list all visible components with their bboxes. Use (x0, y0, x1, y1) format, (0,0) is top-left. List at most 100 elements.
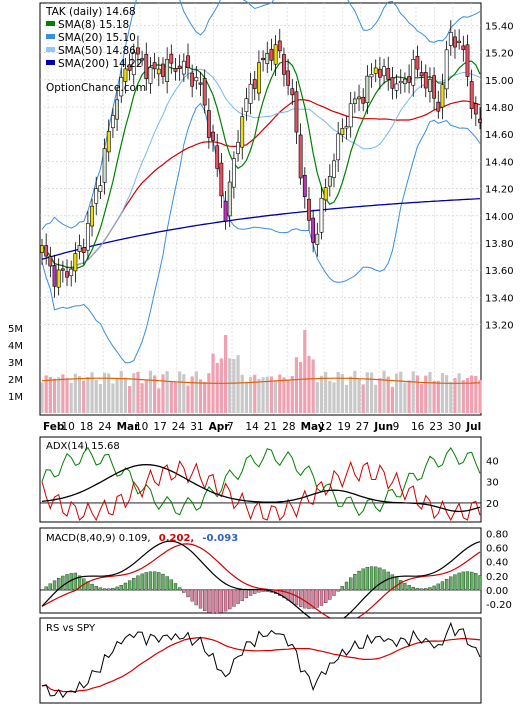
candle-body (382, 66, 386, 77)
volume-bar (461, 380, 465, 413)
volume-bar (82, 380, 86, 413)
macd-histogram-bar (319, 589, 324, 606)
watermark: OptionChance.com (46, 82, 146, 94)
macd-histogram-bar (169, 579, 173, 591)
volume-bar (148, 370, 153, 413)
volume-bar (132, 373, 136, 413)
macd-tick-label: 0.20 (486, 572, 508, 583)
adx-series (40, 446, 481, 522)
volume-tick-label: 3M (8, 358, 23, 369)
macd-histogram-bar (449, 576, 453, 591)
volume-bar (219, 358, 223, 413)
candle-body (227, 181, 232, 217)
macd-histogram-bar (98, 587, 103, 591)
volume-bar (73, 373, 77, 413)
macd-histogram-bar (340, 586, 344, 591)
candle-body (423, 72, 428, 89)
candle-body (453, 36, 457, 48)
volume-bar (382, 370, 386, 413)
price-legend: TAK (daily) 14.68 SMA(8) 15.18 SMA(20) 1… (45, 6, 146, 94)
x-tick-label: 28 (282, 421, 295, 433)
price-tick-label: 14.60 (485, 130, 514, 141)
volume-bar (69, 382, 73, 413)
macd-histogram-bar (457, 572, 461, 591)
volume-bar (294, 357, 299, 413)
macd-tick-label: 0.40 (486, 558, 508, 569)
legend-sma20: SMA(20) 15.10 (58, 32, 136, 44)
x-tick-label: 24 (98, 421, 112, 433)
volume-bar (353, 370, 357, 413)
price-tick-label: 15.20 (485, 49, 514, 60)
adx-tick-label: 40 (486, 456, 499, 467)
macd-histogram-bar (374, 566, 378, 591)
volume-bar (178, 371, 182, 413)
candle-body (198, 82, 203, 85)
candle-body (465, 44, 470, 77)
x-tick-label: 21 (264, 421, 277, 433)
macd-histogram-bar (107, 588, 111, 591)
volume-bar (190, 376, 194, 413)
candle-body (315, 233, 320, 245)
macd-histogram-bar (127, 580, 132, 591)
volume-bar (173, 381, 178, 413)
candle-body (181, 60, 186, 75)
volume-bar (248, 376, 253, 413)
volume-bar (307, 355, 311, 413)
volume-bar (165, 371, 169, 413)
volume-bar (432, 380, 436, 413)
candle-body (311, 217, 316, 243)
candle-body (419, 72, 424, 77)
macd-histogram-bar (115, 586, 119, 591)
candle-body (106, 130, 111, 153)
candle-body (156, 68, 161, 75)
volume-bar (207, 373, 211, 413)
x-tick-label: 16 (411, 421, 425, 433)
volume-bar (440, 373, 445, 413)
volume-bar (157, 388, 161, 413)
candle-body (240, 116, 245, 148)
macd-series (40, 540, 482, 625)
volume-bar (194, 371, 198, 413)
macd-histogram-bar (198, 589, 203, 609)
volume-bar (315, 382, 319, 413)
volume-bar (319, 375, 324, 413)
candle-body (411, 59, 416, 86)
volume-bar (453, 378, 457, 413)
macd-tick-label: 0.80 (486, 530, 508, 541)
volume-bar (203, 382, 207, 413)
volume-bar (269, 376, 274, 413)
x-tick-label: 10 (135, 421, 148, 433)
volume-bar (265, 376, 269, 413)
x-tick-label: 12 (319, 421, 332, 433)
macd-histogram-bar (399, 580, 403, 591)
candle-body (244, 98, 249, 113)
volume-bar (424, 375, 428, 413)
macd-histogram-bar (161, 573, 165, 591)
price-tick-label: 15.40 (485, 21, 514, 32)
volume-bar (336, 372, 340, 413)
macd-histogram-bar (378, 567, 382, 591)
macd-label: MACD(8,40,9) 0.109, 0.202, -0.093 (46, 533, 238, 544)
macd-histogram-bar (240, 589, 244, 601)
macd-histogram-bar (432, 585, 436, 591)
volume-bar (299, 361, 303, 413)
candle-body (302, 174, 307, 197)
bollinger-upper (41, 0, 481, 230)
legend-swatch-sma20 (46, 34, 55, 39)
macd-histogram-bar (182, 589, 186, 593)
macd-histogram-bar (290, 589, 294, 603)
volume-bar (223, 334, 228, 413)
candle-body (131, 51, 136, 76)
volume-bar (144, 379, 148, 413)
macd-panel-frame (39, 527, 482, 614)
candle-body (148, 67, 153, 84)
legend-swatch-sma200 (46, 60, 55, 65)
candle-body (211, 131, 215, 141)
candle-body (415, 55, 420, 70)
volume-bar (48, 376, 52, 413)
legend-sma200: SMA(200) 14.22 (58, 58, 143, 70)
volume-bar (182, 374, 186, 413)
candle-body (332, 160, 336, 178)
macd-histogram-bar (119, 585, 123, 591)
macd-histogram-bar (369, 566, 374, 591)
